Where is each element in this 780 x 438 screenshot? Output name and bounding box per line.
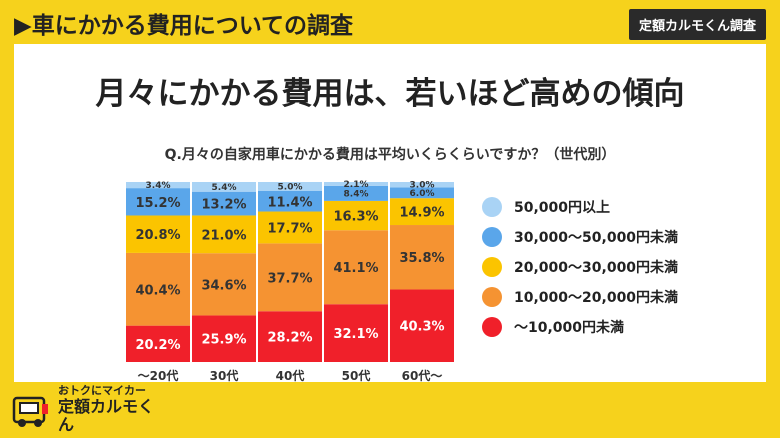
data-label: 3.4% bbox=[146, 181, 171, 191]
data-label: 25.9% bbox=[201, 333, 246, 348]
data-label: 20.8% bbox=[135, 228, 180, 243]
logo-brand-name: 定額カルモくん bbox=[58, 396, 155, 435]
data-label: 15.2% bbox=[135, 196, 180, 211]
bar-segment bbox=[258, 243, 322, 312]
survey-badge: 定額カルモくん調査 bbox=[628, 9, 766, 40]
data-label: 37.7% bbox=[267, 271, 312, 286]
legend-item: 〜10,000円未満 bbox=[482, 312, 742, 342]
bar-segment bbox=[258, 311, 322, 362]
bar-segment bbox=[258, 211, 322, 244]
bar-segment bbox=[126, 252, 190, 326]
legend-swatch bbox=[482, 257, 502, 277]
x-tick-label: 30代 bbox=[210, 368, 239, 382]
bar-segment bbox=[324, 230, 388, 305]
bar-segment bbox=[258, 191, 322, 212]
bar-segment bbox=[192, 315, 256, 362]
data-label: 13.2% bbox=[201, 198, 246, 213]
legend-swatch bbox=[482, 227, 502, 247]
data-label: 5.0% bbox=[278, 183, 303, 193]
legend-item: 10,000〜20,000円未満 bbox=[482, 282, 742, 312]
bar-segment bbox=[324, 185, 388, 201]
data-label: 16.3% bbox=[333, 210, 378, 225]
bar-segment bbox=[258, 182, 322, 191]
bar-segment bbox=[192, 191, 256, 216]
data-label: 2.1% bbox=[344, 180, 369, 190]
data-label: 28.2% bbox=[267, 331, 312, 346]
data-label: 20.2% bbox=[135, 338, 180, 353]
legend-label: 10,000〜20,000円未満 bbox=[514, 290, 679, 306]
legend-label: 30,000〜50,000円未満 bbox=[514, 230, 679, 246]
data-label: 11.4% bbox=[267, 195, 312, 210]
data-label: 21.0% bbox=[201, 228, 246, 243]
legend: 50,000円以上 30,000〜50,000円未満 20,000〜30,000… bbox=[482, 192, 742, 342]
legend-swatch bbox=[482, 317, 502, 337]
logo-tagline: おトクにマイカー bbox=[58, 384, 146, 398]
brand-logo: おトクにマイカー 定額カルモくん bbox=[12, 384, 164, 435]
bar-segment bbox=[192, 215, 256, 254]
data-label: 3.0% bbox=[410, 181, 435, 191]
bar-segment bbox=[324, 200, 388, 231]
car-logo-icon bbox=[12, 390, 52, 430]
bar-segment bbox=[192, 253, 256, 316]
bar-segment bbox=[126, 182, 190, 189]
headline: 月々にかかる費用は、若いほど高めの傾向 bbox=[95, 76, 685, 112]
x-tick-label: 60代〜 bbox=[402, 368, 443, 382]
bar-segment bbox=[390, 182, 454, 188]
data-label: 14.9% bbox=[399, 206, 444, 221]
page-header-title: ▶車にかかる費用についての調査 bbox=[14, 13, 353, 39]
x-tick-label: 50代 bbox=[342, 368, 371, 382]
legend-item: 30,000〜50,000円未満 bbox=[482, 222, 742, 252]
legend-item: 20,000〜30,000円未満 bbox=[482, 252, 742, 282]
bar-segment bbox=[390, 198, 454, 226]
question-text: Q.月々の自家用車にかかる費用は平均いくらくらいですか？（世代別） bbox=[164, 147, 616, 163]
data-label: 41.1% bbox=[333, 261, 378, 276]
data-label: 34.6% bbox=[201, 278, 246, 293]
x-tick-label: 〜20代 bbox=[138, 368, 179, 382]
x-tick-label: 40代 bbox=[276, 368, 305, 382]
bar-segment bbox=[192, 182, 256, 192]
bar-segment bbox=[390, 187, 454, 199]
data-label: 6.0% bbox=[410, 189, 435, 199]
legend-item: 50,000円以上 bbox=[482, 192, 742, 222]
content-card: 月々にかかる費用は、若いほど高めの傾向 Q.月々の自家用車にかかる費用は平均いく… bbox=[14, 44, 766, 382]
stacked-bar-chart: 20.2% 40.4% 20.8% 15.2% 3.4% 〜20代 25.9% 34.6% 21… bbox=[126, 180, 454, 382]
data-label: 40.3% bbox=[399, 320, 444, 335]
legend-swatch bbox=[482, 197, 502, 217]
legend-label: 〜10,000円未満 bbox=[514, 320, 625, 336]
data-label: 8.4% bbox=[344, 189, 369, 199]
data-label: 32.1% bbox=[333, 327, 378, 342]
bar-segment bbox=[324, 304, 388, 362]
data-label: 40.4% bbox=[135, 283, 180, 298]
bar-segment bbox=[390, 225, 454, 290]
bar-segment bbox=[390, 289, 454, 362]
data-label: 35.8% bbox=[399, 251, 444, 266]
legend-label: 50,000円以上 bbox=[514, 200, 611, 216]
bar-segment bbox=[126, 215, 190, 253]
data-label: 17.7% bbox=[267, 221, 312, 236]
data-label: 5.4% bbox=[212, 183, 237, 193]
bar-segment bbox=[126, 188, 190, 216]
legend-label: 20,000〜30,000円未満 bbox=[514, 260, 679, 276]
legend-swatch bbox=[482, 287, 502, 307]
bar-segment bbox=[324, 182, 388, 186]
bar-segment bbox=[126, 325, 190, 362]
